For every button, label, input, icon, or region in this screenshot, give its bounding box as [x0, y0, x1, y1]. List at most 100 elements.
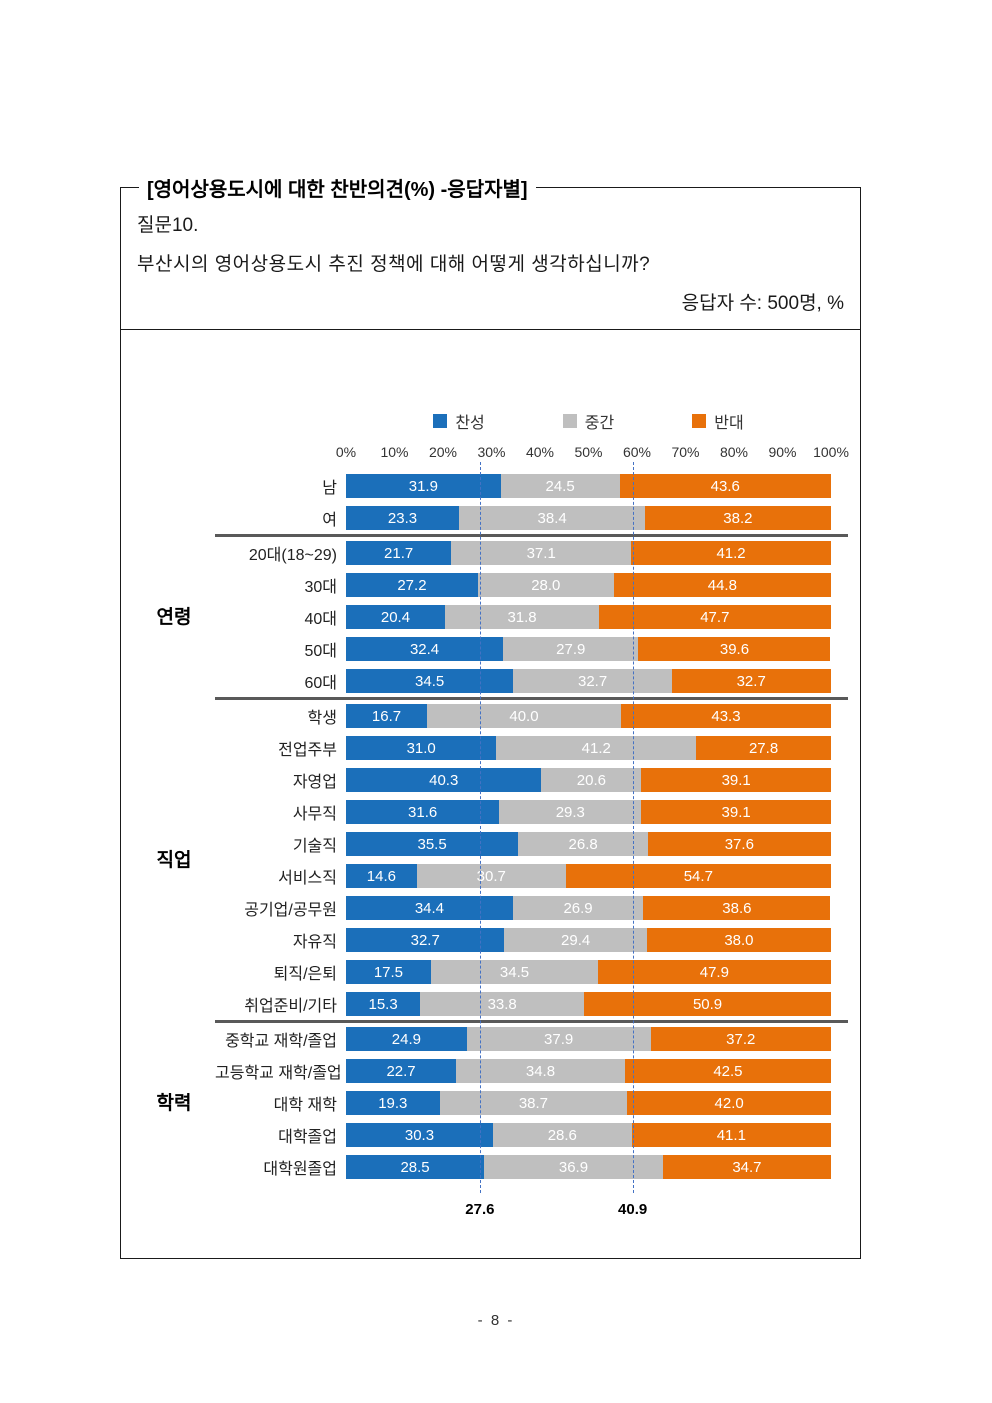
bar-segment-반대: 42.5	[624, 1059, 831, 1083]
row-label: 자영업	[292, 774, 337, 791]
row-label: 서비스직	[278, 870, 337, 887]
group-label: 학력	[156, 1093, 192, 1114]
chart-row: 학생 16.7 40.0 43.3	[215, 700, 848, 732]
row-label: 사무직	[292, 806, 337, 823]
chart-row: 대학 재학 19.3 38.7 42.0	[215, 1087, 848, 1119]
x-tick-label: 90%	[768, 444, 797, 460]
row-label: 여	[322, 512, 337, 529]
chart-legend: 찬성 중간 반대	[346, 410, 831, 432]
legend-item: 찬성	[433, 409, 485, 433]
chart-row: 대학졸업 30.3 28.6 41.1	[215, 1119, 848, 1151]
row-label: 전업주부	[278, 742, 337, 759]
chart-row: 사무직 31.6 29.3 39.1	[215, 796, 848, 828]
bar-segment-중간: 30.7	[416, 864, 566, 888]
reference-line-label: 27.6	[465, 1201, 495, 1218]
bar-segment-찬성: 24.9	[346, 1027, 467, 1051]
row-label: 대학 재학	[273, 1097, 337, 1114]
bar-track: 31.6 29.3 39.1	[346, 800, 831, 824]
bar-segment-찬성: 31.9	[346, 474, 501, 498]
bar-segment-중간: 38.4	[459, 506, 646, 530]
chart-row: 60대 34.5 32.7 32.7	[215, 665, 848, 697]
x-tick-label: 0%	[335, 444, 357, 460]
bar-segment-찬성: 23.3	[346, 506, 459, 530]
group-rows: 중학교 재학/졸업 24.9 37.9 37.2 고등학교 재학/졸업 22.7 34.8 4…	[215, 1020, 848, 1183]
question-block: 질문10. 부산시의 영어상용도시 추진 정책에 대해 어떻게 생각하십니까? …	[121, 188, 860, 330]
bar-segment-반대: 50.9	[584, 992, 831, 1016]
bar-track: 19.3 38.7 42.0	[346, 1091, 831, 1115]
chart-row: 취업준비/기타 15.3 33.8 50.9	[215, 988, 848, 1020]
row-label: 남	[322, 480, 337, 497]
legend-swatch-icon	[562, 414, 577, 428]
row-label: 취업준비/기타	[244, 998, 337, 1015]
bar-segment-반대: 38.6	[643, 896, 831, 920]
page-number: - 8 -	[477, 1312, 515, 1329]
row-label: 대학원졸업	[263, 1161, 337, 1178]
bar-track: 20.4 31.8 47.7	[346, 605, 831, 629]
bar-segment-찬성: 31.0	[346, 736, 497, 760]
bar-track: 22.7 34.8 42.5	[346, 1059, 831, 1083]
bar-segment-중간: 40.0	[426, 704, 621, 728]
legend-swatch-icon	[433, 414, 448, 428]
bar-track: 17.5 34.5 47.9	[346, 960, 831, 984]
bar-segment-반대: 27.8	[696, 736, 831, 760]
bar-segment-중간: 26.9	[512, 896, 644, 920]
row-label: 고등학교 재학/졸업	[215, 1065, 342, 1082]
bar-segment-찬성: 17.5	[346, 960, 431, 984]
reference-labels: 27.6 40.9	[133, 1183, 848, 1235]
bar-segment-반대: 39.1	[641, 768, 831, 792]
row-label: 대학졸업	[278, 1129, 337, 1146]
x-axis: 0% 10% 20% 30% 40% 50% 60% 70% 80% 90% 100%	[336, 444, 849, 464]
row-label: 60대	[304, 675, 337, 692]
bar-track: 32.4 27.9 39.6	[346, 637, 831, 661]
bar-segment-반대: 39.1	[641, 800, 831, 824]
chart-row: 서비스직 14.6 30.7 54.7	[215, 860, 848, 892]
group-label: 연령	[156, 607, 192, 628]
bar-track: 14.6 30.7 54.7	[346, 864, 831, 888]
bar-segment-찬성: 20.4	[346, 605, 445, 629]
group-label: 직업	[156, 850, 192, 871]
row-label: 자유직	[292, 934, 337, 951]
bar-segment-중간: 34.8	[456, 1059, 625, 1083]
bar-track: 24.9 37.9 37.2	[346, 1027, 831, 1051]
bar-segment-찬성: 40.3	[346, 768, 542, 792]
bar-track: 40.3 20.6 39.1	[346, 768, 831, 792]
row-label: 학생	[307, 710, 337, 727]
bar-segment-중간: 41.2	[496, 736, 697, 760]
bar-segment-중간: 33.8	[420, 992, 585, 1016]
row-label: 20대(18~29)	[248, 547, 337, 564]
bar-segment-중간: 26.8	[518, 832, 649, 856]
chart-row: 30대 27.2 28.0 44.8	[215, 569, 848, 601]
row-label: 퇴직/은퇴	[273, 966, 337, 983]
row-group: 학력 중학교 재학/졸업 24.9 37.9 37.2 고등학교 재학/졸업 22.7 34.…	[133, 1020, 848, 1183]
legend-label: 찬성	[455, 415, 485, 432]
x-tick-label: 40%	[525, 444, 555, 460]
stacked-bar-chart: 찬성 중간 반대 0% 10% 20% 30% 40% 50% 60% 70% 80% 90% 100%…	[121, 330, 860, 1235]
bar-track: 34.5 32.7 32.7	[346, 669, 831, 693]
section-title: [영어상용도시에 대한 찬반의견(%) -응답자별]	[139, 173, 536, 202]
bar-segment-중간: 32.7	[513, 669, 672, 693]
bar-track: 30.3 28.6 41.1	[346, 1123, 831, 1147]
bar-segment-반대: 47.9	[598, 960, 831, 984]
chart-row: 중학교 재학/졸업 24.9 37.9 37.2	[215, 1023, 848, 1055]
bar-track: 27.2 28.0 44.8	[346, 573, 831, 597]
bar-segment-반대: 44.8	[613, 573, 831, 597]
chart-row: 기술직 35.5 26.8 37.6	[215, 828, 848, 860]
bar-segment-중간: 37.1	[451, 541, 632, 565]
report-frame: [영어상용도시에 대한 찬반의견(%) -응답자별] 질문10. 부산시의 영어…	[120, 173, 861, 1259]
x-tick-label: 20%	[428, 444, 458, 460]
bar-segment-중간: 27.9	[503, 637, 639, 661]
bar-segment-찬성: 31.6	[346, 800, 500, 824]
chart-row: 남 31.9 24.5 43.6	[215, 470, 848, 502]
row-label: 중학교 재학/졸업	[225, 1033, 337, 1050]
bar-segment-중간: 24.5	[500, 474, 620, 498]
bar-track: 31.0 41.2 27.8	[346, 736, 831, 760]
chart-row: 50대 32.4 27.9 39.6	[215, 633, 848, 665]
bar-segment-찬성: 32.4	[346, 637, 504, 661]
bar-track: 32.7 29.4 38.0	[346, 928, 831, 952]
question-number: 질문10.	[137, 215, 199, 236]
legend-item: 반대	[692, 409, 744, 433]
group-rows: 20대(18~29) 21.7 37.1 41.2 30대 27.2 28.0 44.8 40대…	[215, 534, 848, 697]
chart-row: 40대 20.4 31.8 47.7	[215, 601, 848, 633]
chart-row: 여 23.3 38.4 38.2	[215, 502, 848, 534]
bar-track: 15.3 33.8 50.9	[346, 992, 831, 1016]
